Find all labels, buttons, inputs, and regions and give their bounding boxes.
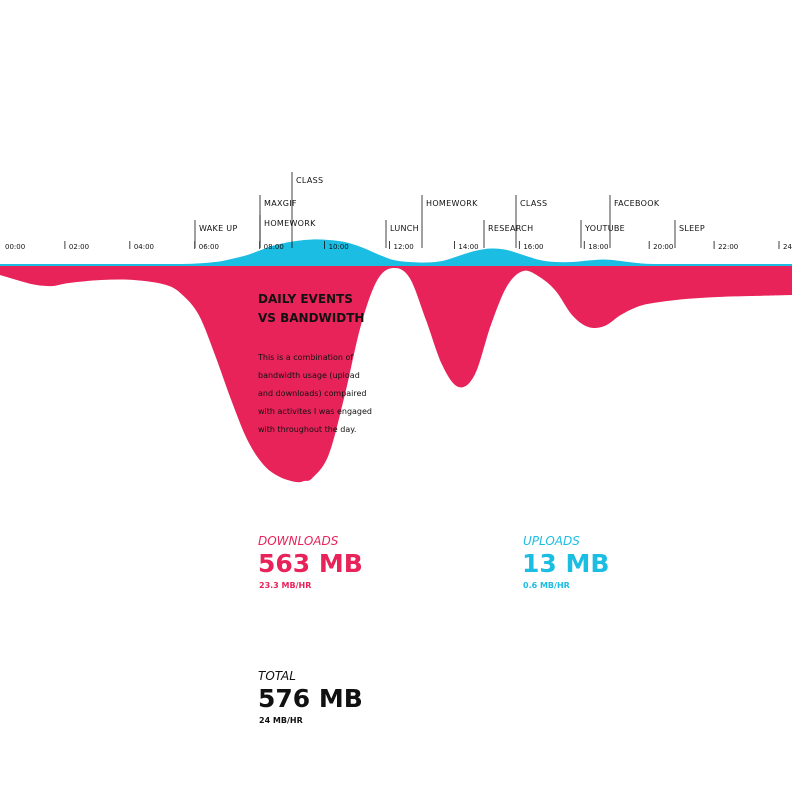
event-label: HOMEWORK	[264, 219, 316, 228]
downloads-area	[0, 265, 792, 483]
downloads-area-layer	[0, 265, 792, 483]
event-label: CLASS	[520, 199, 547, 208]
event-label: LUNCH	[390, 224, 419, 233]
uploads-caption: UPLOADS	[523, 534, 580, 548]
tick-label: 18:00	[588, 243, 608, 251]
event-label: SLEEP	[679, 224, 705, 233]
tick-label: 16:00	[523, 243, 543, 251]
uploads-rate: 0.6 MB/HR	[523, 581, 570, 590]
tick-label: 22:00	[718, 243, 738, 251]
tick-label: 00:00	[5, 243, 25, 251]
event-label: CLASS	[296, 176, 323, 185]
total-rate: 24 MB/HR	[259, 716, 303, 725]
event-label: MAXGIF	[264, 199, 297, 208]
total-caption: TOTAL	[258, 669, 296, 683]
chart-title: DAILY EVENTS VS BANDWIDTH	[258, 290, 364, 328]
title-line-1: DAILY EVENTS	[258, 292, 353, 306]
total-value: 576 MB	[258, 684, 363, 713]
tick-label: 14:00	[458, 243, 478, 251]
tick-label: 20:00	[653, 243, 673, 251]
chart-description: This is a combination of bandwidth usage…	[258, 353, 373, 434]
event-markers: WAKE UP MAXGIF HOMEWORK CLASS LUNCH HOMEWORK R…	[194, 172, 705, 248]
event-label: RESEARCH	[488, 224, 533, 233]
uploads-value: 13 MB	[522, 549, 610, 578]
tick-label: 04:00	[134, 243, 154, 251]
time-axis: 00:00 02:00 04:00 06:00 08:00 10:00 12:00 14:00…	[5, 241, 792, 251]
event-label: HOMEWORK	[426, 199, 478, 208]
title-line-2: VS BANDWIDTH	[258, 311, 365, 325]
downloads-rate: 23.3 MB/HR	[259, 581, 312, 590]
event-label: YOUTUBE	[584, 224, 625, 233]
tick-label: 10:00	[329, 243, 349, 251]
downloads-value: 563 MB	[258, 549, 363, 578]
event-label: WAKE UP	[199, 224, 238, 233]
tick-label: 08:00	[264, 243, 284, 251]
tick-label: 12:00	[394, 243, 414, 251]
tick-label: 06:00	[199, 243, 219, 251]
downloads-caption: DOWNLOADS	[258, 534, 339, 548]
tick-label: 02:00	[69, 243, 89, 251]
tick-label: 24:00	[783, 243, 792, 251]
event-label: FACEBOOK	[614, 199, 660, 208]
